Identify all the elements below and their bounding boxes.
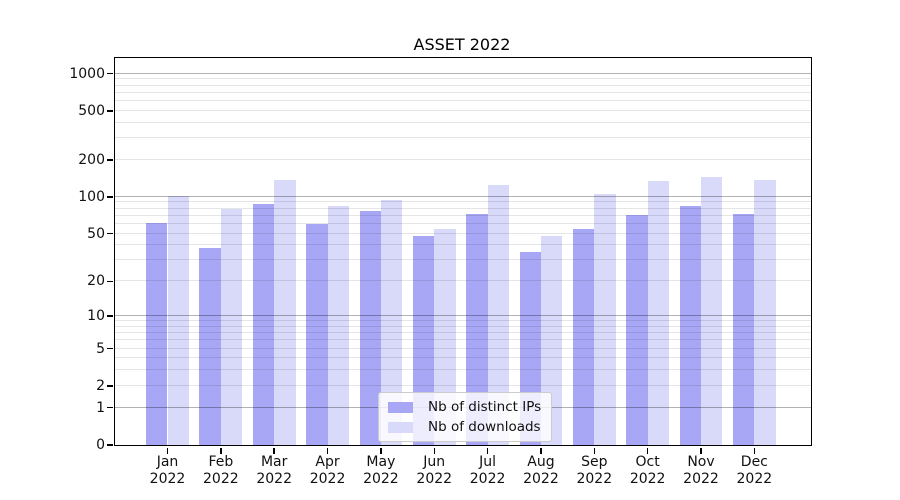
gridline-major-1000 xyxy=(115,72,811,74)
x-tick-mark-apr xyxy=(326,448,329,454)
x-tick-mark-dec xyxy=(753,448,756,454)
bar-downloads-jan xyxy=(167,195,189,445)
bar-distinct-ips-may xyxy=(359,211,381,445)
x-tick-mark-may xyxy=(380,448,382,454)
y-tick-mark-10 xyxy=(107,315,113,317)
bar-downloads-nov xyxy=(701,177,723,445)
bar-downloads-mar xyxy=(274,180,296,445)
gridline-minor-600 xyxy=(115,99,811,101)
bar-distinct-ips-sep xyxy=(572,228,595,445)
gridline-minor-700 xyxy=(115,91,811,93)
gridline-minor-900 xyxy=(115,78,811,80)
chart-title: ASSET 2022 xyxy=(413,35,511,54)
bar-distinct-ips-nov xyxy=(679,205,701,445)
y-tick-label-1000: 1000 xyxy=(69,65,105,82)
y-tick-label-10: 10 xyxy=(87,308,105,325)
gridline-minor-400 xyxy=(115,121,811,123)
bar-distinct-ips-oct xyxy=(626,215,648,445)
y-tick-mark-1 xyxy=(107,406,113,409)
bar-distinct-ips-feb xyxy=(199,248,221,445)
gridline-minor-200 xyxy=(115,158,811,160)
y-tick-label-500: 500 xyxy=(78,102,105,119)
bar-distinct-ips-apr xyxy=(306,223,328,445)
x-tick-mark-mar xyxy=(273,448,275,454)
bar-downloads-jul xyxy=(487,184,509,445)
x-tick-mark-nov xyxy=(700,448,702,454)
x-tick-label-nov: Nov 2022 xyxy=(683,454,719,487)
bar-downloads-apr xyxy=(327,206,349,445)
y-tick-mark-500 xyxy=(107,110,113,112)
y-tick-mark-200 xyxy=(107,159,113,161)
gridline-minor-800 xyxy=(115,84,811,86)
x-tick-mark-feb xyxy=(220,448,222,454)
bar-distinct-ips-jan xyxy=(146,223,168,445)
legend-swatch-downloads-icon xyxy=(388,421,413,433)
x-tick-mark-aug xyxy=(540,448,542,454)
bar-downloads-may xyxy=(380,200,403,445)
bar-distinct-ips-jul xyxy=(466,214,488,445)
bar-distinct-ips-dec xyxy=(732,213,755,445)
x-tick-label-jun: Jun 2022 xyxy=(416,454,453,487)
x-tick-label-sep: Sep 2022 xyxy=(576,454,613,487)
bar-downloads-oct xyxy=(647,181,670,445)
x-tick-label-jul: Jul 2022 xyxy=(469,454,506,487)
legend-swatch-distinct-ips-icon xyxy=(388,401,413,413)
bar-downloads-dec xyxy=(754,180,776,445)
x-tick-label-apr: Apr 2022 xyxy=(309,454,346,487)
y-tick-label-20: 20 xyxy=(87,273,105,290)
bar-downloads-jun xyxy=(434,228,456,445)
x-tick-label-jan: Jan 2022 xyxy=(149,454,186,487)
x-tick-mark-jul xyxy=(486,448,489,454)
x-tick-label-mar: Mar 2022 xyxy=(256,454,293,487)
x-tick-label-may: May 2022 xyxy=(363,454,399,487)
x-tick-mark-sep xyxy=(593,448,596,454)
legend-item-distinct-ips: Nb of distinct IPs xyxy=(388,400,541,414)
y-tick-mark-5 xyxy=(107,347,113,350)
y-tick-label-0: 0 xyxy=(96,437,105,453)
x-tick-label-feb: Feb 2022 xyxy=(203,454,239,487)
y-tick-label-100: 100 xyxy=(78,188,105,205)
y-tick-label-2: 2 xyxy=(96,377,105,394)
x-tick-label-aug: Aug 2022 xyxy=(523,454,559,487)
x-tick-mark-oct xyxy=(646,448,649,454)
gridline-minor-500 xyxy=(115,109,811,111)
x-tick-mark-jun xyxy=(433,448,435,454)
y-tick-label-1: 1 xyxy=(96,399,105,416)
y-tick-mark-50 xyxy=(107,232,113,235)
y-tick-label-5: 5 xyxy=(96,340,105,357)
x-tick-label-dec: Dec 2022 xyxy=(736,454,773,487)
y-tick-mark-2 xyxy=(107,385,113,387)
y-tick-mark-100 xyxy=(107,196,113,198)
legend-label-downloads: Nb of downloads xyxy=(428,419,541,435)
x-tick-mark-jan xyxy=(166,448,169,454)
y-tick-mark-20 xyxy=(107,280,113,283)
gridline-minor-300 xyxy=(115,137,811,139)
y-tick-label-50: 50 xyxy=(87,225,105,242)
y-tick-label-200: 200 xyxy=(78,151,105,168)
legend-label-distinct-ips: Nb of distinct IPs xyxy=(428,399,542,415)
y-tick-mark-0 xyxy=(107,444,113,446)
bar-distinct-ips-mar xyxy=(252,204,275,445)
y-tick-mark-1000 xyxy=(107,72,113,75)
legend-item-downloads: Nb of downloads xyxy=(388,420,541,434)
bar-downloads-sep xyxy=(594,194,616,445)
bar-downloads-feb xyxy=(220,209,243,445)
plot-area: 0 1 2 5 10 20 50 100 200 500 1000 Jan 2022 Feb 2022 Mar… xyxy=(69,57,812,487)
x-tick-label-oct: Oct 2022 xyxy=(629,454,666,487)
legend: Nb of distinct IPs Nb of downloads xyxy=(378,392,553,442)
